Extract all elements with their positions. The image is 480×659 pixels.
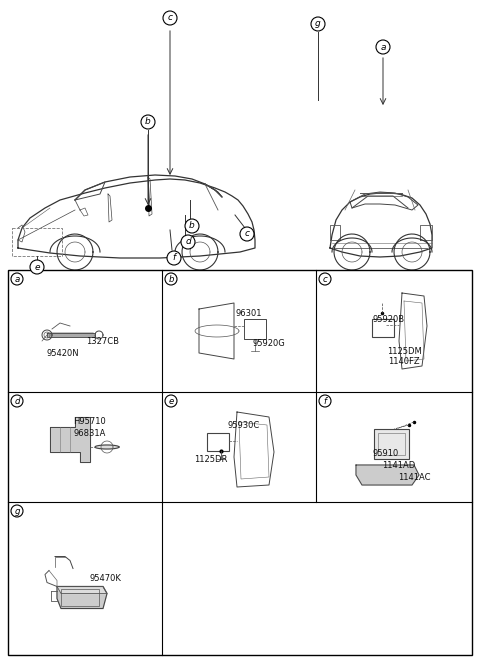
Circle shape [181,235,195,249]
Polygon shape [57,587,107,594]
Polygon shape [57,587,107,608]
Text: 96831A: 96831A [74,428,106,438]
Text: 96301: 96301 [236,308,262,318]
Text: c: c [244,229,250,239]
Bar [374,429,409,459]
Text: a: a [380,42,386,51]
Circle shape [141,115,155,129]
Text: g: g [14,507,20,515]
Bar [378,433,405,455]
Text: c: c [323,275,327,283]
Circle shape [11,505,23,517]
Text: e: e [168,397,174,405]
Circle shape [165,395,177,407]
Circle shape [11,273,23,285]
Bar [207,433,229,451]
Text: b: b [189,221,195,231]
Circle shape [376,40,390,54]
Text: 1141AD: 1141AD [383,461,416,469]
Bar [372,319,394,337]
Text: 1141AC: 1141AC [398,473,430,482]
Polygon shape [95,445,119,449]
Text: 95930C: 95930C [228,420,260,430]
Circle shape [167,251,181,265]
Text: 1140FZ: 1140FZ [388,357,420,366]
Circle shape [163,11,177,25]
Bar [8,270,472,655]
Circle shape [185,219,199,233]
Text: g: g [315,20,321,28]
Circle shape [11,395,23,407]
Polygon shape [47,333,95,337]
Text: f: f [172,254,176,262]
Text: a: a [14,275,20,283]
Circle shape [319,273,331,285]
Text: d: d [185,237,191,246]
Circle shape [165,273,177,285]
Text: 95920B: 95920B [373,314,405,324]
Polygon shape [356,465,419,485]
Polygon shape [50,417,90,462]
Bar [61,588,99,606]
Text: 95920G: 95920G [252,339,286,347]
Circle shape [311,17,325,31]
Text: b: b [145,117,151,127]
Circle shape [319,395,331,407]
Text: 95420N: 95420N [47,349,79,357]
Text: f: f [324,397,326,405]
Text: c: c [168,13,172,22]
Text: d: d [14,397,20,405]
Text: 95910: 95910 [373,449,399,457]
Text: 1125DR: 1125DR [194,455,228,463]
Text: 95470K: 95470K [89,574,121,583]
Text: 1125DM: 1125DM [386,347,421,355]
Circle shape [30,260,44,274]
Bar [244,319,266,339]
Text: e: e [34,262,40,272]
Text: 1327CB: 1327CB [86,337,120,345]
Text: H95710: H95710 [73,418,107,426]
Circle shape [240,227,254,241]
Text: b: b [168,275,174,283]
